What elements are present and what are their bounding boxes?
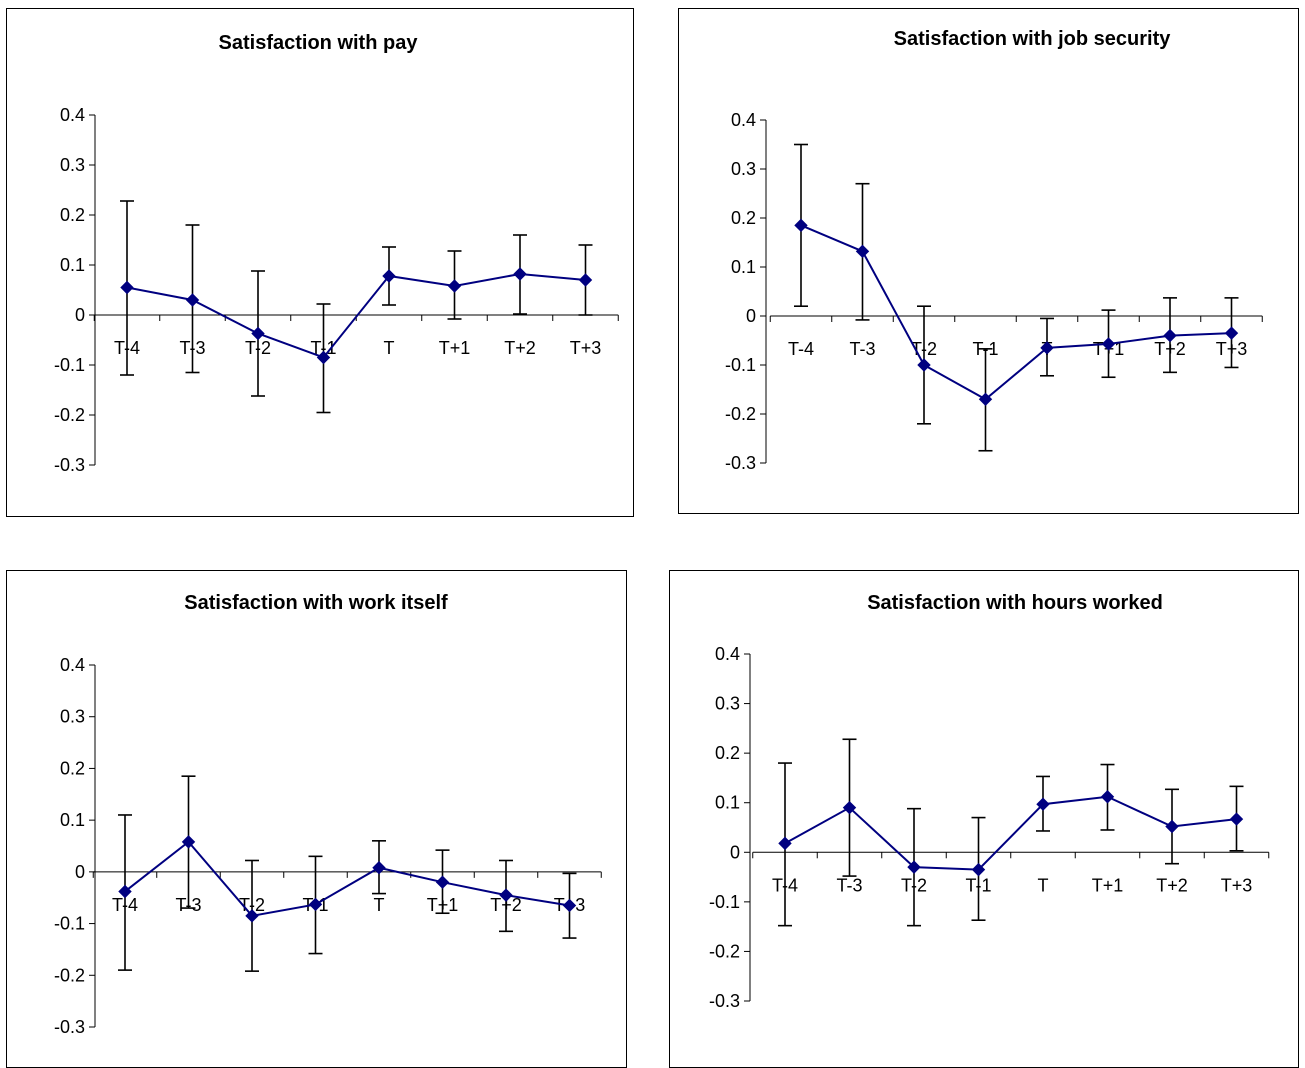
y-tick-label: 0.3 — [731, 159, 756, 179]
y-tick-label: 0.4 — [731, 110, 756, 130]
data-point — [181, 835, 196, 849]
x-tick-label: T — [374, 895, 385, 915]
x-tick-label: T-3 — [836, 875, 862, 895]
x-tick-label: T+2 — [504, 338, 536, 358]
chart-title: Satisfaction with pay — [219, 32, 419, 54]
data-point — [907, 860, 921, 874]
data-point — [842, 800, 857, 815]
x-tick-label: T-4 — [788, 339, 814, 359]
y-tick-label: -0.2 — [709, 941, 740, 961]
data-point — [1101, 337, 1116, 351]
y-tick-label: -0.1 — [54, 355, 85, 375]
data-point — [578, 273, 593, 287]
data-point — [1163, 328, 1177, 343]
x-tick-label: T+2 — [1156, 875, 1188, 895]
y-tick-label: -0.1 — [725, 355, 756, 375]
chart-work-itself: Satisfaction with work itself 0.4 0.3 0.2 0.… — [54, 592, 602, 1037]
data-point — [435, 875, 450, 889]
x-tick-label: T — [1038, 875, 1049, 895]
data-point — [794, 218, 808, 233]
y-tick-label: 0 — [746, 306, 756, 326]
data-point — [447, 279, 462, 293]
data-point — [917, 358, 931, 372]
y-tick-label: 0.2 — [715, 743, 740, 763]
x-tick-label: T+3 — [570, 338, 602, 358]
chart-pay: Satisfaction with pay 0.4 0.3 0.2 0.1 0 -0.1 -0… — [54, 32, 619, 475]
data-point — [308, 897, 323, 912]
y-tick-label: -0.2 — [54, 965, 85, 985]
chart-title: Satisfaction with job security — [894, 28, 1172, 50]
data-point — [185, 293, 200, 307]
data-point — [316, 350, 331, 365]
chart-hours-worked: Satisfaction with hours worked 0.4 0.3 0.2 0… — [709, 592, 1270, 1011]
y-tick-label: -0.3 — [54, 1017, 85, 1037]
y-tick-label: -0.3 — [725, 453, 756, 473]
chart-panel-job-security: Satisfaction with job security 0.4 0.3 0.2 0… — [678, 8, 1299, 514]
data-point — [855, 244, 870, 259]
data-point — [1036, 797, 1050, 811]
y-tick-label: 0 — [75, 862, 85, 882]
y-tick-label: -0.2 — [54, 405, 85, 425]
chart-panel-pay: Satisfaction with pay 0.4 0.3 0.2 0.1 0 -0.1 -0… — [6, 8, 634, 517]
y-tick-label: 0 — [75, 305, 85, 325]
y-tick-label: 0 — [730, 842, 740, 862]
chart-title: Satisfaction with hours worked — [867, 592, 1163, 614]
x-tick-label: T+3 — [1221, 875, 1253, 895]
data-point — [120, 280, 134, 295]
series-line — [124, 840, 570, 917]
data-point — [1100, 790, 1115, 804]
x-tick-label: T+1 — [439, 338, 471, 358]
y-tick-label: 0.2 — [60, 758, 85, 778]
y-tick-label: 0.4 — [715, 644, 740, 664]
data-point — [513, 267, 527, 281]
y-tick-label: 0.4 — [60, 655, 85, 675]
y-tick-label: 0.3 — [60, 707, 85, 727]
x-tick-label: T — [384, 338, 395, 358]
y-tick-label: 0.4 — [60, 105, 85, 125]
y-tick-label: 0.1 — [60, 255, 85, 275]
data-point — [251, 326, 265, 341]
chart-panel-work-itself: Satisfaction with work itself 0.4 0.3 0.2 0.… — [6, 570, 627, 1068]
y-tick-label: 0.1 — [731, 257, 756, 277]
x-tick-label: T-3 — [849, 339, 875, 359]
data-point — [978, 392, 993, 407]
y-tick-label: 0.1 — [60, 810, 85, 830]
y-tick-label: 0.2 — [60, 205, 85, 225]
series-line — [800, 224, 1232, 401]
y-tick-label: -0.1 — [709, 892, 740, 912]
data-point — [1229, 812, 1244, 826]
y-tick-label: -0.2 — [725, 404, 756, 424]
series-line — [126, 272, 586, 359]
data-point — [778, 836, 792, 851]
y-tick-label: 0.3 — [60, 155, 85, 175]
data-point — [118, 884, 132, 899]
y-tick-label: 0.2 — [731, 208, 756, 228]
data-point — [499, 888, 513, 902]
chart-panel-hours-worked: Satisfaction with hours worked 0.4 0.3 0.2 0… — [669, 570, 1299, 1068]
y-tick-label: 0.1 — [715, 793, 740, 813]
data-point — [372, 861, 386, 875]
data-point — [1040, 341, 1054, 355]
chart-job-security: Satisfaction with job security 0.4 0.3 0.2 0… — [725, 28, 1263, 473]
y-tick-label: -0.3 — [54, 455, 85, 475]
y-tick-label: 0.3 — [715, 694, 740, 714]
data-point — [382, 269, 396, 283]
y-tick-label: -0.1 — [54, 914, 85, 934]
data-point — [245, 909, 259, 923]
series-line — [784, 795, 1237, 871]
chart-title: Satisfaction with work itself — [184, 592, 448, 614]
data-point — [1224, 326, 1239, 340]
data-point — [1165, 819, 1179, 834]
data-point — [562, 898, 577, 913]
data-point — [971, 862, 986, 877]
y-tick-label: -0.3 — [709, 991, 740, 1011]
x-tick-label: T+1 — [1092, 875, 1124, 895]
